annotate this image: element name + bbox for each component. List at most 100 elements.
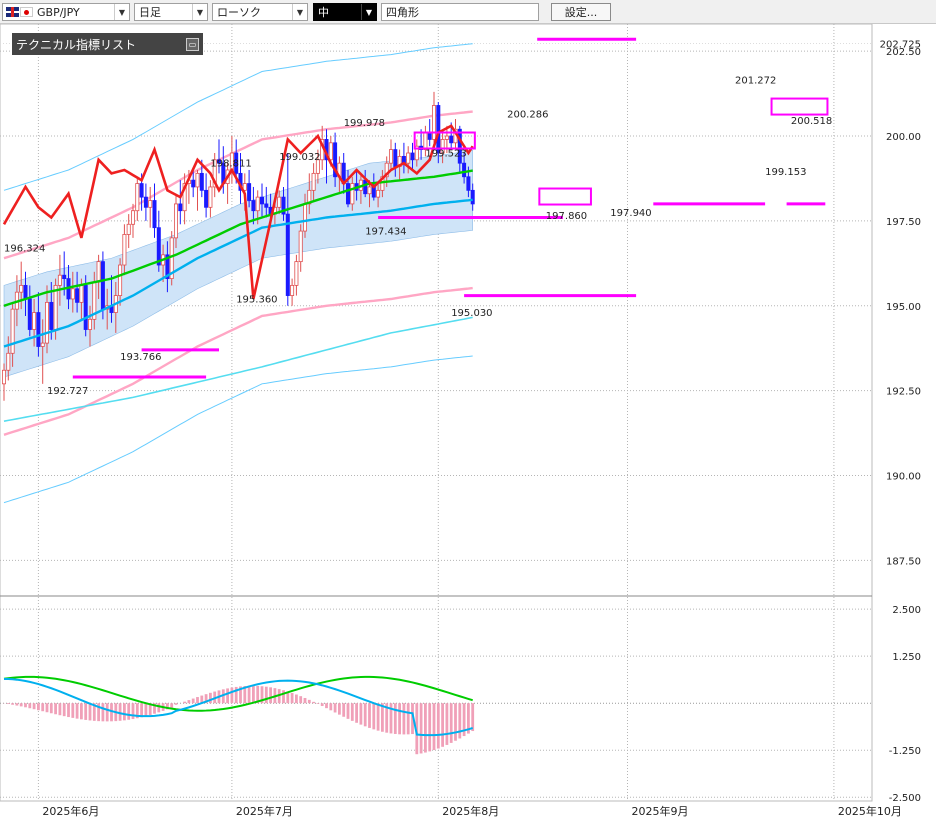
price-annotation: 197.434 [365,226,406,237]
histogram-bar [41,703,45,712]
drawn-markers[interactable] [72,37,826,379]
chevron-down-icon[interactable]: ▼ [361,4,376,20]
chevron-down-icon[interactable]: ▼ [192,4,207,20]
histogram-bar [131,703,135,720]
symbol-selector[interactable]: GBP/JPY ▼ [2,3,130,21]
candle-up [406,152,411,164]
candle-up [255,196,260,212]
candle-down [83,284,88,330]
price-annotation: 197.860 [546,211,587,222]
price-annotation: 201.272 [735,75,776,86]
histogram-bar [329,703,333,711]
histogram-bar [454,703,457,741]
ma-mid-line [3,198,473,348]
drawing-shape-field[interactable]: 四角形 [381,3,539,21]
osc-tick-label: -2.500 [889,793,921,804]
histogram-bar [239,686,242,704]
histogram-bar [441,703,444,747]
candle-up [130,210,135,225]
histogram-bar [299,696,303,704]
price-tick-label: 192.50 [886,387,921,398]
candle-down [436,105,441,154]
histogram-bar [381,703,384,732]
histogram-bar [204,694,208,704]
candle-down [191,179,196,188]
candle-up [376,189,381,198]
chevron-down-icon[interactable]: ▼ [292,4,307,20]
candle-down [393,149,398,167]
price-annotation: 193.766 [120,352,161,363]
highlight-box [770,97,829,116]
candle-down [49,301,54,330]
candle-down [285,213,290,296]
candle-down [100,261,105,310]
candle-up [384,162,389,178]
period-label: 日足 [139,6,161,19]
candle-down [345,183,350,205]
period-selector[interactable]: 日足 ▼ [134,3,208,21]
band-upper [3,43,473,191]
price-annotation: 197.940 [610,208,651,219]
histogram-bar [71,703,75,718]
histogram-bar [49,703,53,714]
histogram-bar [295,694,298,704]
candle-up [350,183,355,205]
price-tick-label: 197.50 [886,217,921,228]
histogram-bar [67,703,70,718]
histogram-bar [467,703,470,734]
histogram-bar [19,703,23,707]
price-chart[interactable]: 196.324 192.727 193.766 195.360 198.811 199.0… [0,24,936,821]
candle-up [311,172,316,191]
indicator-panel-label: テクニカル指標リスト [16,37,137,52]
histogram-bar [148,703,152,715]
candle-down [251,200,256,212]
histogram-bar [118,703,122,721]
histogram-bar [363,703,367,727]
date-tick-label: 2025年9月 [632,804,689,818]
oscillator-panel [2,675,475,755]
candle-up [118,264,123,296]
restore-icon[interactable]: ▭ [186,37,199,51]
plot-border [0,24,873,802]
technical-indicator-panel[interactable]: テクニカル指標リスト ▭ [12,33,203,55]
candle-up [96,261,101,283]
candle-up [6,352,11,371]
candle-down [457,128,462,164]
price-tick-label: 200.00 [886,132,921,143]
price-annotation: 199.978 [344,118,385,129]
candle-up [32,312,37,330]
price-annotation: 199.032 [279,152,320,163]
chevron-down-icon[interactable]: ▼ [114,4,129,20]
ichimoku-cloud [3,149,473,378]
line-width-selector[interactable]: 中 ▼ [313,3,377,21]
candle-up [444,135,449,140]
candle-up [208,186,213,208]
candle-up [148,200,153,208]
histogram-bar [153,703,156,714]
candle-up [431,105,436,140]
candle-down [470,189,475,205]
candle-up [307,189,312,205]
histogram-bar [415,703,419,755]
candle-down [363,179,368,195]
histogram-bar [385,703,389,733]
chart-type-selector[interactable]: ローソク ▼ [212,3,308,21]
histogram-bar [58,703,62,716]
histogram-bar [230,687,234,704]
histogram-bar [389,703,393,734]
histogram-bar [256,685,260,704]
histogram-bar [424,703,427,753]
candle-up [302,203,307,232]
candle-up [126,223,131,235]
candle-up [212,159,217,188]
candle-up [440,139,445,154]
histogram-bar [157,703,161,713]
uk-flag-icon [6,7,19,17]
histogram-bar [75,703,79,719]
candle-up [19,284,24,293]
settings-button[interactable]: 設定... [551,3,611,21]
histogram-bar [110,703,113,722]
histogram-bar [200,695,204,704]
moving-average-lines [2,124,474,422]
osc-signal-line [3,675,473,712]
